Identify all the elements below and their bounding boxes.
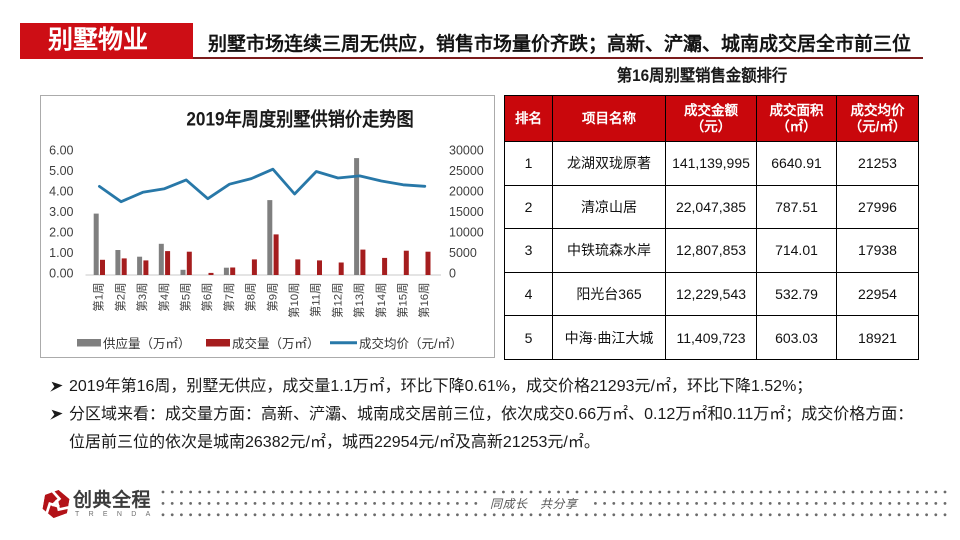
svg-text:4.00: 4.00 bbox=[49, 185, 73, 199]
svg-text:25000: 25000 bbox=[449, 164, 484, 178]
svg-text:20000: 20000 bbox=[449, 185, 484, 199]
svg-text:第10周: 第10周 bbox=[287, 283, 301, 318]
svg-text:1.00: 1.00 bbox=[49, 246, 73, 260]
svg-text:第7周: 第7周 bbox=[222, 283, 236, 312]
svg-text:第4周: 第4周 bbox=[157, 283, 171, 312]
svg-text:2019年周度别墅供销价走势图: 2019年周度别墅供销价走势图 bbox=[186, 108, 413, 130]
svg-text:同成长 共分享: 同成长 共分享 bbox=[490, 497, 579, 511]
svg-text:第11周: 第11周 bbox=[309, 283, 323, 318]
svg-text:第12周: 第12周 bbox=[330, 283, 344, 318]
svg-text:5.00: 5.00 bbox=[49, 164, 73, 178]
svg-text:6.00: 6.00 bbox=[49, 144, 73, 158]
svg-text:第14周: 第14周 bbox=[374, 283, 388, 318]
svg-text:第8周: 第8周 bbox=[244, 283, 258, 312]
svg-text:30000: 30000 bbox=[449, 144, 484, 158]
svg-text:成交量（万㎡）: 成交量（万㎡） bbox=[232, 336, 320, 351]
svg-text:2.00: 2.00 bbox=[49, 226, 73, 240]
svg-text:第13周: 第13周 bbox=[352, 283, 366, 318]
svg-text:第9周: 第9周 bbox=[265, 283, 279, 312]
svg-text:第15周: 第15周 bbox=[396, 283, 410, 318]
svg-text:15000: 15000 bbox=[449, 205, 484, 219]
svg-text:第6周: 第6周 bbox=[200, 283, 214, 312]
svg-text:第5周: 第5周 bbox=[179, 283, 193, 312]
svg-text:成交均价（元/㎡）: 成交均价（元/㎡） bbox=[359, 336, 462, 351]
svg-text:3.00: 3.00 bbox=[49, 205, 73, 219]
svg-text:5000: 5000 bbox=[449, 246, 477, 260]
svg-text:0.00: 0.00 bbox=[49, 267, 73, 281]
svg-text:10000: 10000 bbox=[449, 226, 484, 240]
svg-text:第16周: 第16周 bbox=[417, 283, 431, 318]
svg-text:0: 0 bbox=[449, 267, 456, 281]
svg-text:供应量（万㎡）: 供应量（万㎡） bbox=[103, 336, 191, 351]
svg-text:第3周: 第3周 bbox=[135, 283, 149, 312]
svg-text:第1周: 第1周 bbox=[92, 283, 106, 312]
svg-text:第2周: 第2周 bbox=[113, 283, 127, 312]
